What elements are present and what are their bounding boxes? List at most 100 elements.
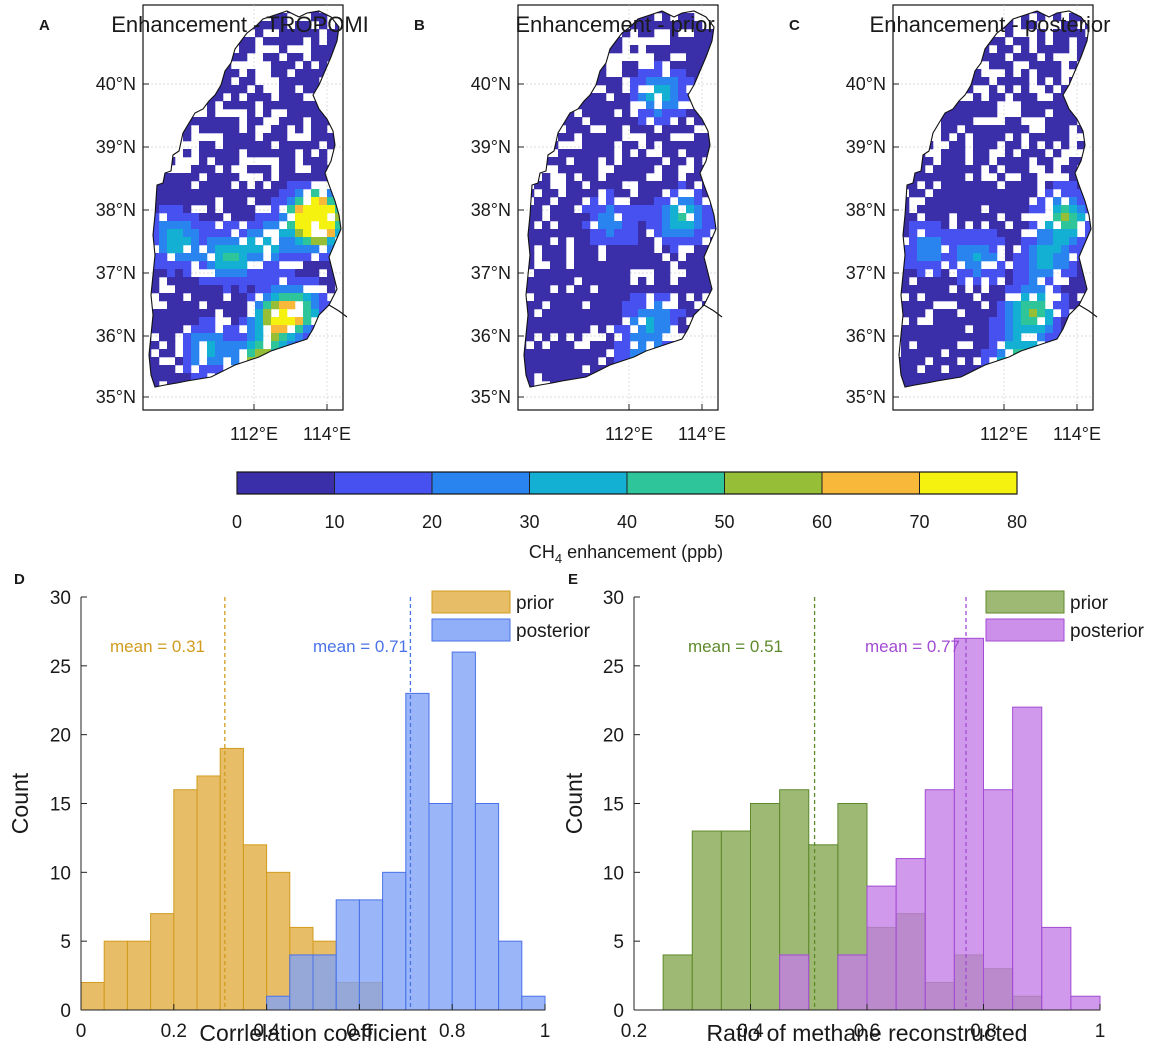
- grid-cell: [917, 341, 926, 350]
- grid-cell: [957, 269, 966, 278]
- grid-cell: [662, 13, 671, 22]
- grid-cell: [1013, 285, 1022, 294]
- grid-cell: [582, 325, 591, 334]
- grid-cell: [606, 333, 615, 342]
- colorbar-tick-label: 70: [909, 512, 929, 532]
- grid-cell: [646, 221, 655, 230]
- grid-cell: [558, 341, 567, 350]
- grid-cell: [271, 285, 280, 294]
- colorbar-segment: [724, 472, 823, 494]
- grid-cell: [925, 197, 934, 206]
- grid-cell: [231, 269, 240, 278]
- grid-cell: [949, 205, 958, 214]
- grid-cell: [1077, 285, 1086, 294]
- grid-cell: [566, 149, 575, 158]
- grid-cell: [1037, 101, 1046, 110]
- grid-cell: [175, 229, 184, 238]
- grid-cell: [271, 293, 280, 302]
- grid-cell: [255, 349, 264, 358]
- grid-cell: [646, 133, 655, 142]
- grid-cell: [614, 357, 623, 366]
- grid-cell: [1045, 53, 1054, 62]
- grid-cell: [303, 237, 312, 246]
- grid-cell: [662, 261, 671, 270]
- grid-cell: [183, 197, 192, 206]
- grid-cell: [1077, 205, 1086, 214]
- grid-cell: [933, 325, 942, 334]
- grid-cell: [279, 181, 288, 190]
- grid-cell: [981, 101, 990, 110]
- grid-cell: [199, 261, 208, 270]
- grid-cell: [287, 285, 296, 294]
- grid-cell: [223, 77, 232, 86]
- grid-cell: [558, 221, 567, 230]
- grid-cell: [167, 293, 176, 302]
- grid-cell: [1029, 261, 1038, 270]
- grid-cell: [215, 349, 224, 358]
- grid-cell: [287, 277, 296, 286]
- grid-cell: [901, 269, 910, 278]
- grid-cell: [909, 181, 918, 190]
- grid-cell: [965, 189, 974, 198]
- grid-cell: [239, 245, 248, 254]
- grid-cell: [151, 221, 160, 230]
- grid-cell: [925, 293, 934, 302]
- grid-cell: [1005, 69, 1014, 78]
- bar-posterior: [358, 899, 384, 1011]
- grid-cell: [694, 141, 703, 150]
- grid-cell: [1029, 61, 1038, 70]
- grid-cell: [215, 261, 224, 270]
- grid-cell: [271, 53, 280, 62]
- grid-cell: [1013, 341, 1022, 350]
- grid-cell: [606, 245, 615, 254]
- grid-cell: [1005, 149, 1014, 158]
- grid-cell: [710, 221, 716, 230]
- grid-cell: [965, 205, 974, 214]
- grid-cell: [566, 349, 575, 358]
- grid-cell: [1037, 285, 1046, 294]
- grid-cell: [1029, 309, 1038, 318]
- grid-cell: [981, 189, 990, 198]
- grid-cell: [973, 141, 982, 150]
- grid-cell: [167, 245, 176, 254]
- grid-cell: [526, 237, 535, 246]
- grid-cell: [933, 365, 942, 374]
- grid-cell: [319, 205, 328, 214]
- grid-cell: [247, 325, 256, 334]
- grid-cell: [303, 293, 312, 302]
- grid-cell: [973, 101, 982, 110]
- grid-cell: [303, 269, 312, 278]
- grid-cell: [1045, 229, 1054, 238]
- mean-label-posterior: mean = 0.77: [865, 637, 960, 656]
- grid-cell: [909, 333, 918, 342]
- grid-cell: [654, 221, 663, 230]
- grid-cell: [941, 341, 950, 350]
- grid-cell: [566, 365, 575, 374]
- grid-cell: [654, 269, 663, 278]
- grid-cell: [1061, 181, 1070, 190]
- grid-cell: [622, 293, 631, 302]
- grid-cell: [582, 213, 591, 222]
- grid-cell: [542, 365, 551, 374]
- grid-cell: [957, 221, 966, 230]
- grid-cell: [670, 309, 679, 318]
- grid-cell: [622, 61, 631, 70]
- grid-cell: [319, 277, 328, 286]
- grid-cell: [239, 181, 248, 190]
- grid-cell: [183, 189, 192, 198]
- grid-cell: [1005, 213, 1014, 222]
- grid-cell: [319, 21, 328, 30]
- grid-cell: [1029, 221, 1038, 230]
- grid-cell: [1045, 85, 1054, 94]
- grid-cell: [614, 77, 623, 86]
- grid-cell: [574, 357, 583, 366]
- grid-cell: [167, 333, 176, 342]
- grid-cell: [303, 85, 312, 94]
- grid-cell: [654, 21, 663, 30]
- grid-cell: [1005, 197, 1014, 206]
- grid-cell: [319, 149, 328, 158]
- grid-cell: [231, 357, 240, 366]
- grid-cell: [1037, 61, 1046, 70]
- grid-cell: [303, 333, 312, 342]
- lat-label: 35°N: [96, 387, 136, 407]
